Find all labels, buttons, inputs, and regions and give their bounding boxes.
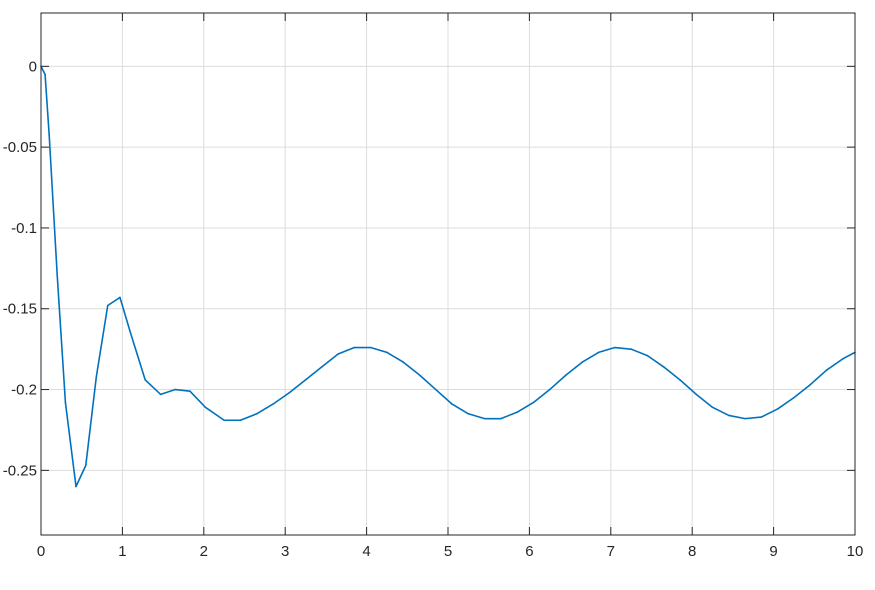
y-tick-label: -0.1 [11, 220, 37, 237]
data-point [711, 406, 714, 409]
x-tick-label: 5 [444, 543, 452, 560]
data-point [483, 417, 486, 420]
grid-lines [40, 13, 856, 535]
x-tick-label: 0 [37, 543, 45, 560]
data-point [402, 361, 405, 363]
data-point [841, 358, 844, 360]
data-point [119, 296, 121, 299]
data-point [369, 346, 372, 349]
y-tick-label: 0 [29, 58, 37, 75]
data-point [532, 401, 535, 404]
data-point [129, 332, 132, 334]
data-point [386, 351, 388, 354]
data-point [825, 369, 828, 371]
tick-labels: 0 1 2 3 4 5 6 7 8 9 10 0 -0.05 -0.1 -0.15 -0.2 -0.25 [3, 58, 864, 560]
data-point [48, 133, 50, 136]
data-point [728, 414, 730, 417]
data-point [467, 412, 470, 415]
data-point [321, 366, 323, 368]
data-point [500, 417, 502, 420]
data-point [337, 353, 339, 355]
y-tick-label: -0.2 [11, 382, 37, 399]
plot-frame [40, 12, 856, 536]
data-point [106, 304, 109, 307]
data-point [614, 346, 616, 349]
x-tick-label: 6 [525, 543, 533, 560]
data-point [418, 374, 421, 376]
data-point [64, 401, 67, 404]
data-point [646, 354, 649, 357]
data-point [662, 366, 665, 368]
data-point [75, 485, 77, 488]
axes [40, 12, 856, 536]
data-point [581, 361, 584, 363]
data-point [95, 375, 98, 378]
data-point [548, 388, 551, 391]
series-line [40, 65, 856, 488]
data-point [189, 390, 191, 392]
y-tick-label: -0.15 [3, 301, 37, 318]
data-point [56, 275, 59, 278]
data-point [776, 408, 779, 410]
y-tick-label: -0.25 [3, 462, 37, 479]
data-point [174, 388, 177, 391]
data-point [744, 417, 746, 420]
series-layer [40, 65, 856, 488]
data-point [809, 383, 812, 386]
data-point [434, 388, 437, 391]
x-tick-label: 3 [281, 543, 289, 560]
data-point [84, 464, 87, 467]
x-tick-label: 2 [200, 543, 208, 560]
data-point [288, 391, 291, 394]
data-point [695, 393, 698, 396]
data-point [793, 396, 795, 399]
x-tick-label: 9 [769, 543, 777, 560]
data-point [239, 419, 242, 422]
data-point [159, 393, 162, 396]
data-point [630, 348, 632, 350]
data-point [451, 403, 453, 405]
x-tick-label: 8 [688, 543, 696, 560]
data-point [223, 419, 225, 422]
data-point [255, 412, 258, 415]
data-point [272, 403, 274, 405]
data-point [679, 379, 681, 381]
x-tick-label: 1 [118, 543, 126, 560]
data-point [597, 351, 600, 354]
x-tick-label: 4 [362, 543, 370, 560]
data-point [516, 411, 518, 413]
data-point [565, 374, 567, 376]
x-tick-label: 7 [607, 543, 615, 560]
x-tick-label: 10 [847, 543, 864, 560]
data-point [44, 73, 46, 76]
data-point [204, 406, 207, 409]
data-point [144, 379, 146, 381]
y-tick-label: -0.05 [3, 139, 37, 156]
data-point [353, 346, 356, 349]
data-point [304, 379, 307, 381]
data-point [760, 416, 763, 418]
